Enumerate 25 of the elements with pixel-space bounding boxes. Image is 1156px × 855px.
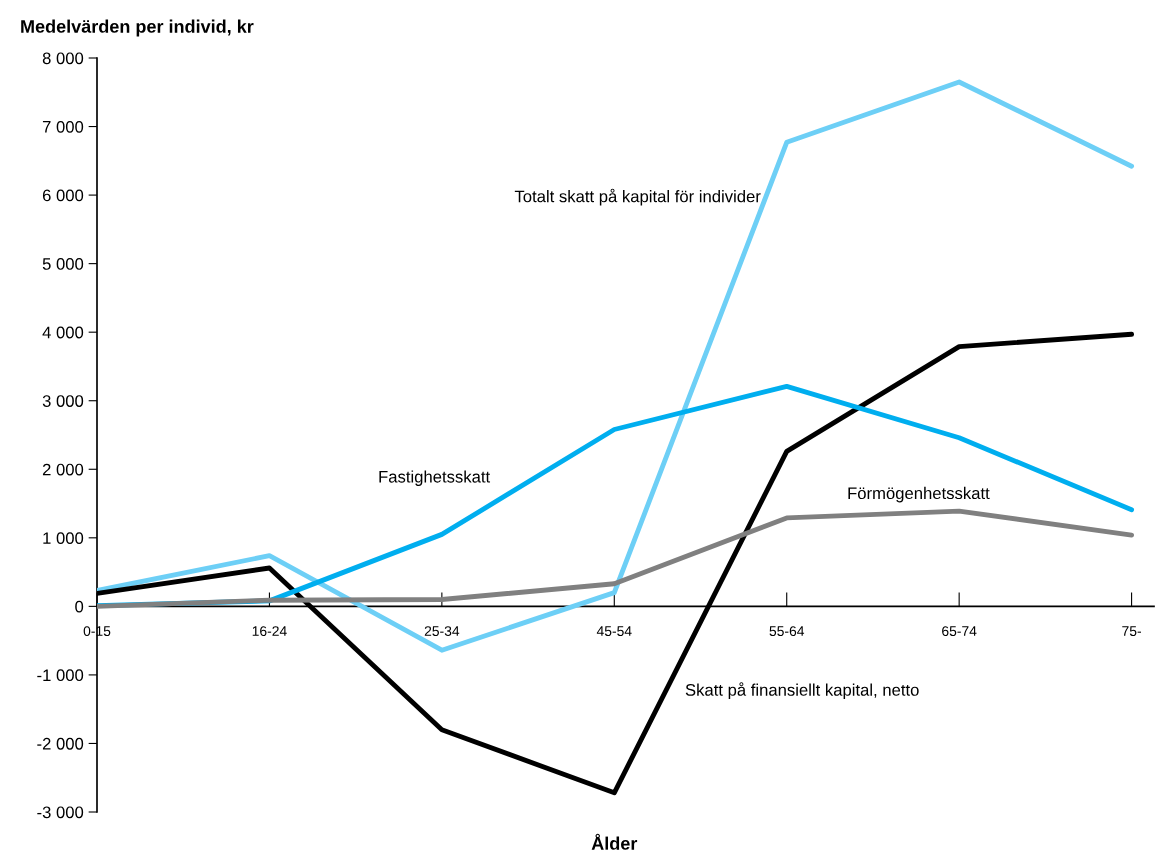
x-tick-label: 75-	[1122, 626, 1142, 637]
y-tick-label: 6 000	[42, 189, 84, 202]
x-tick-label: 55-64	[769, 626, 805, 637]
y-tick-label: 2 000	[42, 463, 84, 476]
x-tick-label: 45-54	[596, 626, 632, 637]
x-tick-label: 16-24	[252, 626, 287, 637]
y-tick-label: -3 000	[37, 806, 84, 819]
y-tick-label: 0	[75, 600, 84, 613]
y-tick-label: 5 000	[42, 258, 84, 270]
series-label: Fastighetsskatt	[379, 470, 491, 486]
series-label: Skatt på finansiellt kapital, netto	[685, 682, 919, 700]
y-tick-label: -2 000	[37, 737, 84, 750]
y-axis-title: Medelvärden per individ, kr	[21, 19, 254, 37]
series-label: Totalt skatt på kapital för individer	[514, 188, 761, 206]
x-axis-title: Ålder	[591, 833, 638, 850]
x-tick-label: 25-34	[424, 626, 460, 637]
x-tick-label: 65-74	[942, 626, 977, 637]
line-series	[97, 508, 1135, 609]
y-tick-label: 3 000	[42, 395, 84, 407]
y-tick-label: 8 000	[42, 52, 84, 65]
y-tick-label: -1 000	[37, 669, 84, 682]
y-tick-label: 7 000	[42, 120, 84, 133]
series-label: Förmögenhetsskatt	[848, 486, 990, 503]
y-tick-label: 4 000	[42, 326, 84, 339]
y-tick-label: 1 000	[43, 532, 84, 545]
